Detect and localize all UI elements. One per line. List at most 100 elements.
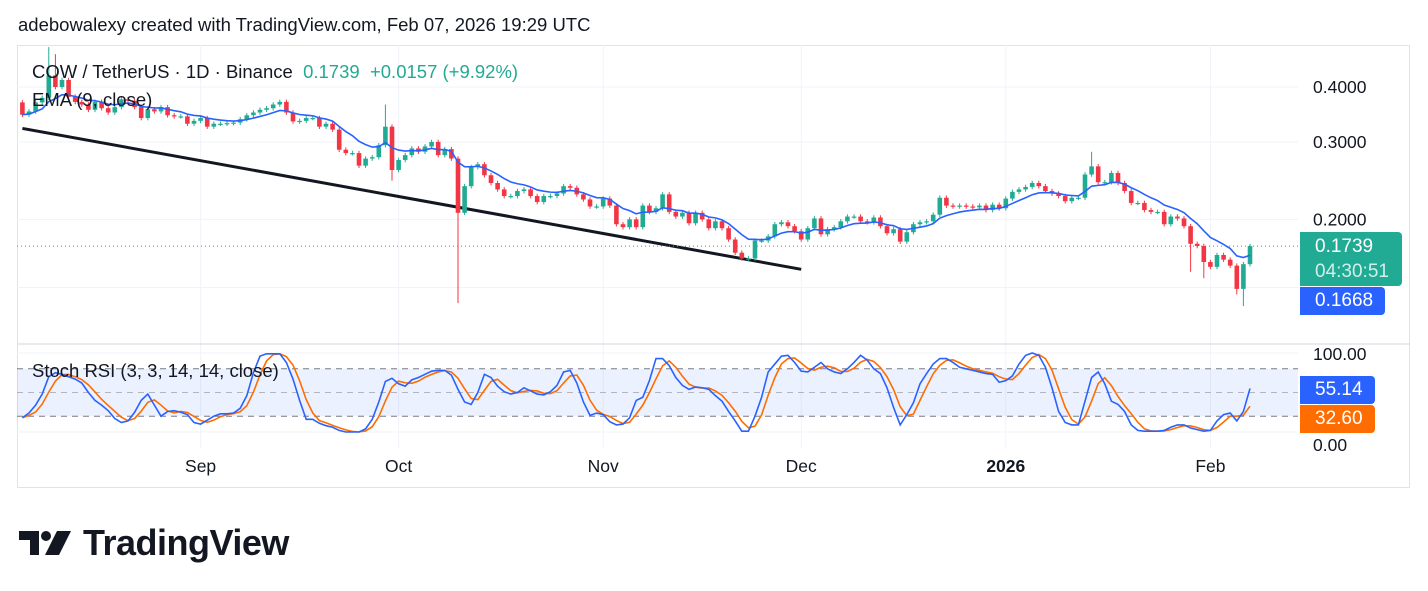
- candle-body: [1208, 262, 1213, 267]
- candle: [251, 110, 256, 118]
- candle-body: [1115, 172, 1121, 183]
- candle-body: [515, 191, 520, 197]
- candle: [633, 217, 639, 230]
- candle-body: [264, 108, 269, 110]
- ema-legend[interactable]: EMA (9, close): [32, 89, 153, 110]
- candle-body: [1102, 182, 1108, 184]
- price-axis-label: 0.4000: [1313, 77, 1367, 97]
- candle: [1056, 191, 1061, 199]
- stoch-k-line: [21, 352, 1251, 433]
- candle: [1016, 187, 1022, 195]
- candle-body: [178, 116, 184, 118]
- candle: [706, 217, 712, 231]
- candle-body: [1194, 243, 1200, 246]
- candle: [871, 215, 877, 225]
- candle-body: [343, 149, 349, 154]
- bar-countdown: 04:30:51: [1315, 261, 1389, 282]
- candle: [983, 203, 989, 213]
- candle: [627, 217, 632, 230]
- candle-body: [1056, 193, 1061, 197]
- candle-body: [1062, 196, 1068, 202]
- candle: [785, 219, 791, 229]
- candle: [165, 104, 170, 118]
- candle-body: [957, 205, 962, 207]
- chart-credit: adebowalexy created with TradingView.com…: [18, 14, 591, 35]
- candle-body: [858, 216, 863, 222]
- candle-body: [891, 229, 896, 234]
- candle: [990, 202, 995, 213]
- candle-body: [798, 231, 804, 240]
- candle-body: [1188, 226, 1193, 244]
- candle-body: [402, 155, 408, 160]
- candle-body: [924, 221, 929, 223]
- candle-body: [171, 115, 177, 117]
- time-axis-label: Sep: [185, 456, 216, 476]
- candle: [845, 214, 850, 224]
- candle-body: [482, 164, 487, 176]
- candle-body: [594, 206, 599, 208]
- candle: [917, 219, 923, 227]
- candle-body: [231, 122, 236, 124]
- candle: [442, 146, 448, 158]
- stoch-rsi-legend[interactable]: Stoch RSI (3, 3, 14, 14, close): [32, 360, 279, 381]
- candle-body: [640, 205, 646, 228]
- candle: [904, 229, 910, 244]
- candle: [429, 139, 434, 149]
- candle-body: [1089, 166, 1094, 175]
- stoch-rsi-lines: [21, 352, 1251, 433]
- candle: [1128, 188, 1134, 206]
- candle: [389, 124, 395, 181]
- candle-body: [429, 141, 434, 147]
- candle: [1247, 243, 1253, 267]
- candle: [1036, 180, 1042, 189]
- candle: [739, 250, 745, 261]
- ema-path: [22, 93, 1251, 259]
- candle-body: [864, 221, 870, 223]
- price-axis[interactable]: 0.4000 0.3000 0.2000 100.00 0.00: [1313, 77, 1367, 455]
- candle-body: [825, 229, 830, 235]
- candle: [831, 224, 837, 232]
- time-axis-label: Dec: [786, 456, 817, 476]
- candle: [996, 202, 1002, 211]
- candle: [1023, 184, 1028, 192]
- candle: [270, 102, 276, 111]
- last-price-tag-value: 0.1739: [1315, 236, 1374, 257]
- tradingview-logo[interactable]: TradingView: [19, 522, 289, 564]
- candle-body: [937, 197, 943, 215]
- candle: [369, 154, 375, 161]
- candle: [343, 147, 349, 156]
- candle-body: [831, 227, 837, 230]
- candle: [541, 193, 547, 205]
- candle-body: [396, 159, 401, 171]
- candle: [1029, 180, 1035, 190]
- stoch-k-tag: 55.14: [1300, 376, 1375, 404]
- candle-body: [963, 205, 969, 207]
- candle-body: [508, 196, 514, 198]
- candle-body: [435, 141, 441, 156]
- candle-body: [211, 123, 217, 127]
- candle-body: [204, 118, 210, 127]
- candle: [46, 47, 52, 101]
- candle-body: [944, 197, 949, 206]
- candle-body: [303, 118, 309, 121]
- candle: [112, 104, 118, 115]
- candle: [303, 115, 309, 124]
- candle: [1155, 209, 1160, 215]
- candle-body: [1247, 246, 1253, 265]
- time-axis[interactable]: Sep Oct Nov Dec 2026 Feb: [185, 456, 1225, 476]
- candle: [1082, 172, 1088, 201]
- candle-body: [244, 115, 250, 120]
- candle-body: [92, 101, 98, 110]
- candle-body: [1214, 254, 1220, 267]
- candle-body: [449, 149, 454, 159]
- candle-body: [554, 193, 560, 197]
- last-price-tag: 0.1739 04:30:51: [1300, 232, 1402, 286]
- candle-body: [125, 99, 131, 101]
- candle-body: [39, 97, 45, 103]
- candle-body: [785, 222, 791, 227]
- trendline[interactable]: [22, 126, 802, 271]
- candle-body: [323, 123, 329, 127]
- candle: [409, 146, 415, 158]
- candle-body: [838, 221, 844, 228]
